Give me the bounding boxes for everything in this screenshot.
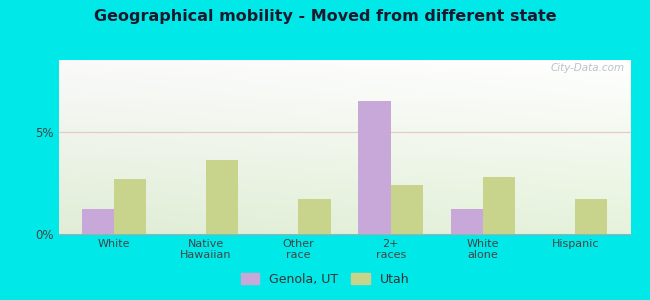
Bar bbox=[391, 185, 423, 234]
Bar bbox=[450, 209, 483, 234]
Legend: Genola, UT, Utah: Genola, UT, Utah bbox=[235, 268, 415, 291]
Bar bbox=[298, 199, 331, 234]
Text: Geographical mobility - Moved from different state: Geographical mobility - Moved from diffe… bbox=[94, 9, 556, 24]
Bar bbox=[206, 160, 239, 234]
Bar bbox=[114, 179, 146, 234]
Bar bbox=[575, 199, 608, 234]
Bar bbox=[81, 209, 114, 234]
Bar bbox=[358, 101, 391, 234]
Bar bbox=[483, 177, 515, 234]
Text: City-Data.com: City-Data.com bbox=[551, 64, 625, 74]
